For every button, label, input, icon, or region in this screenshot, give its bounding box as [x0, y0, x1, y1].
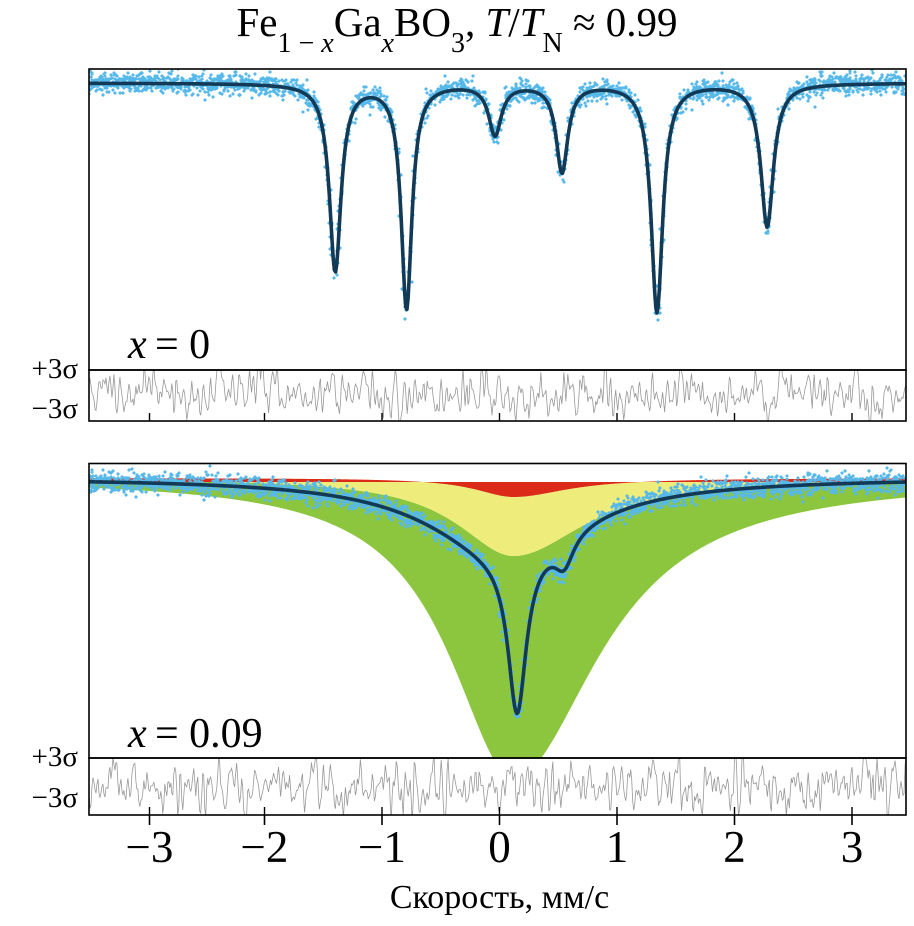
svg-text:0: 0 [488, 822, 511, 872]
svg-text:+3σ: +3σ [32, 741, 79, 773]
svg-text:+3σ: +3σ [32, 353, 79, 385]
svg-text:= 0: = 0 [155, 322, 210, 368]
svg-text:= 0.09: = 0.09 [155, 711, 263, 757]
svg-text:−2: −2 [241, 822, 289, 872]
svg-text:−1: −1 [358, 822, 406, 872]
svg-text:x: x [127, 322, 147, 368]
svg-text:−3σ: −3σ [32, 782, 79, 814]
svg-text:1: 1 [606, 822, 629, 872]
svg-text:−3: −3 [126, 822, 174, 872]
svg-text:−3σ: −3σ [32, 393, 79, 425]
svg-text:Скорость, мм/с: Скорость, мм/с [390, 879, 609, 916]
svg-text:3: 3 [841, 822, 864, 872]
svg-text:x: x [127, 711, 147, 757]
svg-text:2: 2 [723, 822, 746, 872]
